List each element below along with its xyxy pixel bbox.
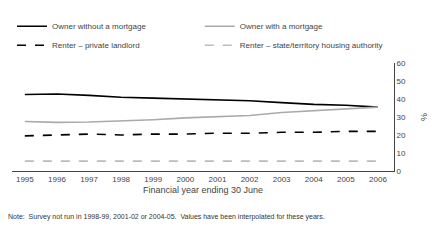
svg-text:2000: 2000: [176, 175, 194, 184]
svg-text:Renter – state/territory housi: Renter – state/territory housing authori…: [240, 41, 383, 50]
svg-text:10: 10: [397, 149, 406, 158]
svg-text:%: %: [419, 113, 429, 121]
svg-text:2002: 2002: [241, 175, 259, 184]
svg-text:60: 60: [397, 59, 406, 68]
svg-text:Owner with a mortgage: Owner with a mortgage: [240, 22, 323, 31]
svg-text:0: 0: [397, 167, 402, 176]
svg-text:40: 40: [397, 95, 406, 104]
svg-text:Owner without a mortgage: Owner without a mortgage: [52, 22, 146, 31]
svg-text:Note: Survey not run in 1998-: Note: Survey not run in 1998-99, 2001-02…: [8, 213, 325, 221]
svg-text:1997: 1997: [80, 175, 98, 184]
svg-text:2006: 2006: [369, 175, 387, 184]
svg-text:1999: 1999: [144, 175, 162, 184]
svg-text:2004: 2004: [305, 175, 323, 184]
svg-text:Financial year ending 30 June: Financial year ending 30 June: [143, 185, 263, 195]
svg-text:1995: 1995: [16, 175, 34, 184]
svg-text:2005: 2005: [337, 175, 355, 184]
svg-text:2001: 2001: [209, 175, 227, 184]
svg-text:1996: 1996: [48, 175, 66, 184]
svg-text:1998: 1998: [112, 175, 130, 184]
svg-text:Renter – private landlord: Renter – private landlord: [52, 41, 140, 50]
svg-text:2003: 2003: [273, 175, 291, 184]
svg-text:50: 50: [397, 77, 406, 86]
svg-text:30: 30: [397, 113, 406, 122]
svg-text:20: 20: [397, 131, 406, 140]
